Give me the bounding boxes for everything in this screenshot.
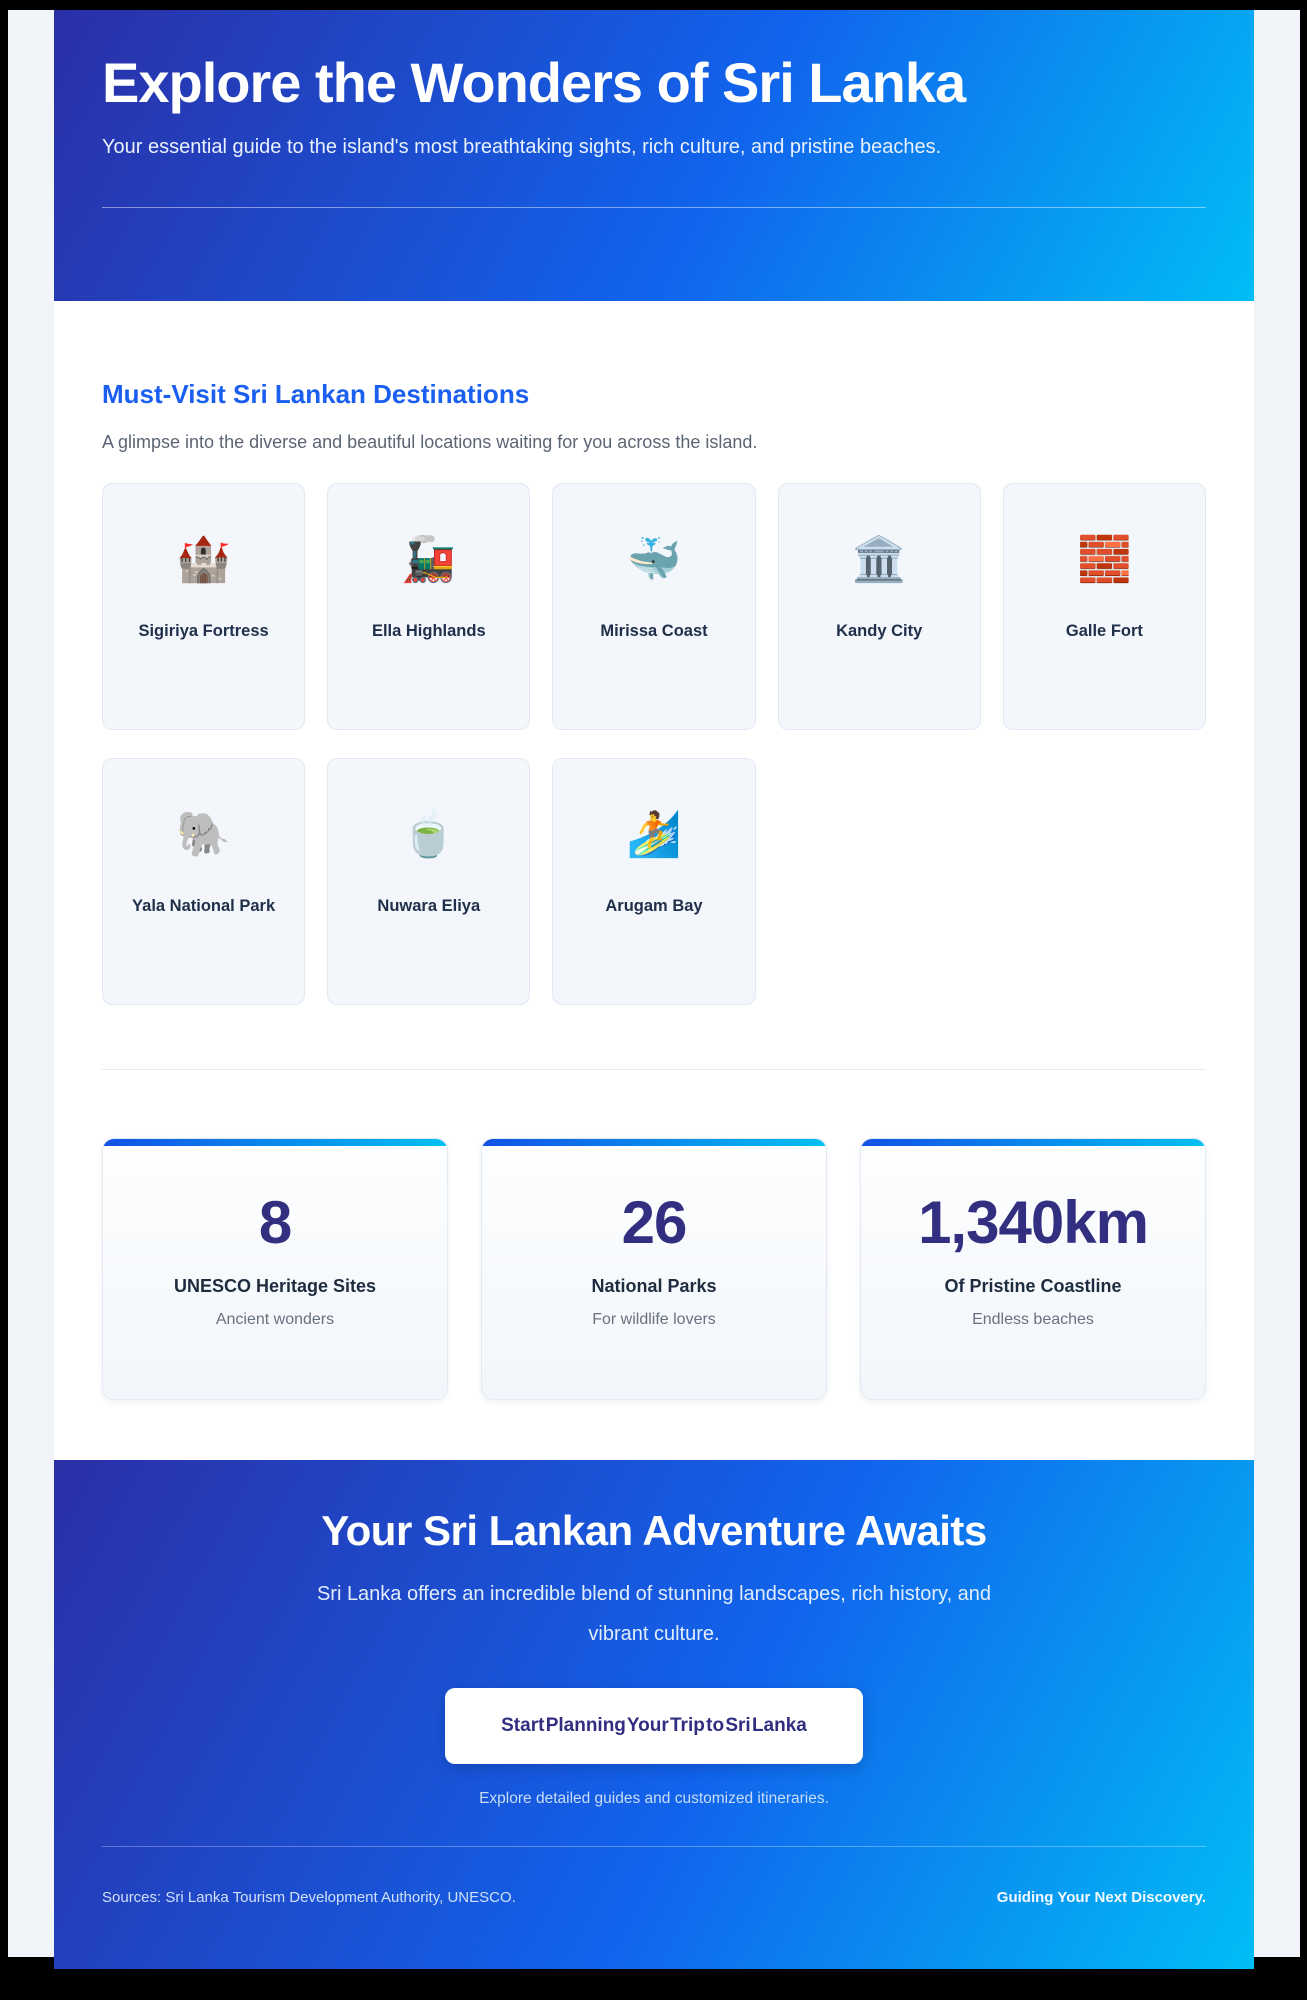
destination-card-mirissa: 🐳 Mirissa Coast: [552, 483, 756, 730]
hero-divider: [102, 206, 1206, 208]
stat-card-parks: 26 National Parks For wildlife lovers: [481, 1138, 827, 1400]
cta-note: Explore detailed guides and customized i…: [479, 1790, 829, 1808]
stat-accent-bar: [103, 1139, 447, 1146]
stat-label: UNESCO Heritage Sites: [173, 1276, 377, 1296]
stats-section: 8 UNESCO Heritage Sites Ancient wonders …: [102, 1138, 1206, 1400]
hero-title: Explore the Wonders of Sri Lanka: [102, 51, 966, 114]
destination-card-galle: 🧱 Galle Fort: [1002, 483, 1206, 730]
stat-value: 8: [258, 1189, 292, 1256]
footer-divider: [102, 1846, 1206, 1848]
castle-icon: 🏰: [176, 535, 231, 584]
destination-label: Galle Fort: [1065, 622, 1143, 641]
stat-label: National Parks: [591, 1276, 717, 1296]
footer: Sources: Sri Lanka Tourism Development A…: [102, 1889, 1206, 1906]
destination-card-ella: 🚂 Ella Highlands: [327, 483, 531, 730]
classical-building-icon: 🏛️: [851, 535, 907, 584]
destination-label: Mirissa Coast: [600, 622, 708, 641]
destination-card-sigiriya: 🏰 Sigiriya Fortress: [102, 483, 306, 730]
destination-label: Arugam Bay: [605, 897, 703, 916]
hero-section: Explore the Wonders of Sri Lanka Your es…: [54, 10, 1254, 301]
stat-card-unesco: 8 UNESCO Heritage Sites Ancient wonders: [102, 1138, 448, 1400]
destination-card-nuwara: 🍵 Nuwara Eliya: [327, 758, 531, 1005]
locomotive-icon: 🚂: [401, 535, 457, 584]
footer-tagline: Guiding Your Next Discovery.: [996, 1889, 1206, 1907]
destination-label: Ella Highlands: [371, 622, 486, 641]
destination-card-arugam: 🏄 Arugam Bay: [552, 758, 756, 1005]
whale-icon: 🐳: [626, 535, 682, 584]
destination-label: Nuwara Eliya: [377, 897, 481, 916]
destination-label: Sigiriya Fortress: [138, 622, 269, 641]
brick-icon: 🧱: [1076, 535, 1132, 584]
destination-card-kandy: 🏛️ Kandy City: [777, 483, 981, 730]
cta-section: Your Sri Lankan Adventure Awaits Sri Lan…: [54, 1460, 1254, 1969]
stat-sublabel: Ancient wonders: [215, 1311, 335, 1328]
cta-description: Sri Lanka offers an incredible blend of …: [316, 1583, 992, 1646]
content-section: Must-Visit Sri Lankan Destinations A gli…: [54, 301, 1254, 1460]
destinations-grid: 🏰 Sigiriya Fortress 🚂 Ella Highlands 🐳 M…: [102, 483, 1206, 1005]
stat-label: Of Pristine Coastline: [944, 1276, 1122, 1296]
destinations-heading: Must-Visit Sri Lankan Destinations: [102, 379, 530, 409]
start-planning-button[interactable]: Start Planning Your Trip to Sri Lanka: [445, 1688, 863, 1765]
stat-value: 1,340km: [918, 1189, 1149, 1256]
hero-subtitle: Your essential guide to the island's mos…: [102, 135, 942, 158]
destinations-section: Must-Visit Sri Lankan Destinations A gli…: [102, 301, 1206, 1005]
elephant-icon: 🐘: [176, 810, 231, 859]
page: Explore the Wonders of Sri Lanka Your es…: [8, 10, 1300, 1969]
main-container: Explore the Wonders of Sri Lanka Your es…: [54, 10, 1254, 1969]
cta-title: Your Sri Lankan Adventure Awaits: [321, 1507, 987, 1554]
stat-value: 26: [621, 1189, 688, 1256]
stat-sublabel: For wildlife lovers: [592, 1311, 716, 1328]
section-divider: [102, 1069, 1206, 1070]
stat-sublabel: Endless beaches: [972, 1311, 1094, 1328]
stat-accent-bar: [861, 1139, 1205, 1146]
destination-label: Kandy City: [836, 622, 923, 641]
destination-label: Yala National Park: [132, 897, 276, 916]
stat-accent-bar: [482, 1139, 826, 1146]
surfer-icon: 🏄: [626, 810, 682, 859]
stat-card-coastline: 1,340km Of Pristine Coastline Endless be…: [860, 1138, 1206, 1400]
destinations-description: A glimpse into the diverse and beautiful…: [102, 432, 758, 452]
destination-card-yala: 🐘 Yala National Park: [102, 758, 306, 1005]
teacup-icon: 🍵: [401, 810, 457, 859]
footer-sources: Sources: Sri Lanka Tourism Development A…: [102, 1889, 516, 1907]
